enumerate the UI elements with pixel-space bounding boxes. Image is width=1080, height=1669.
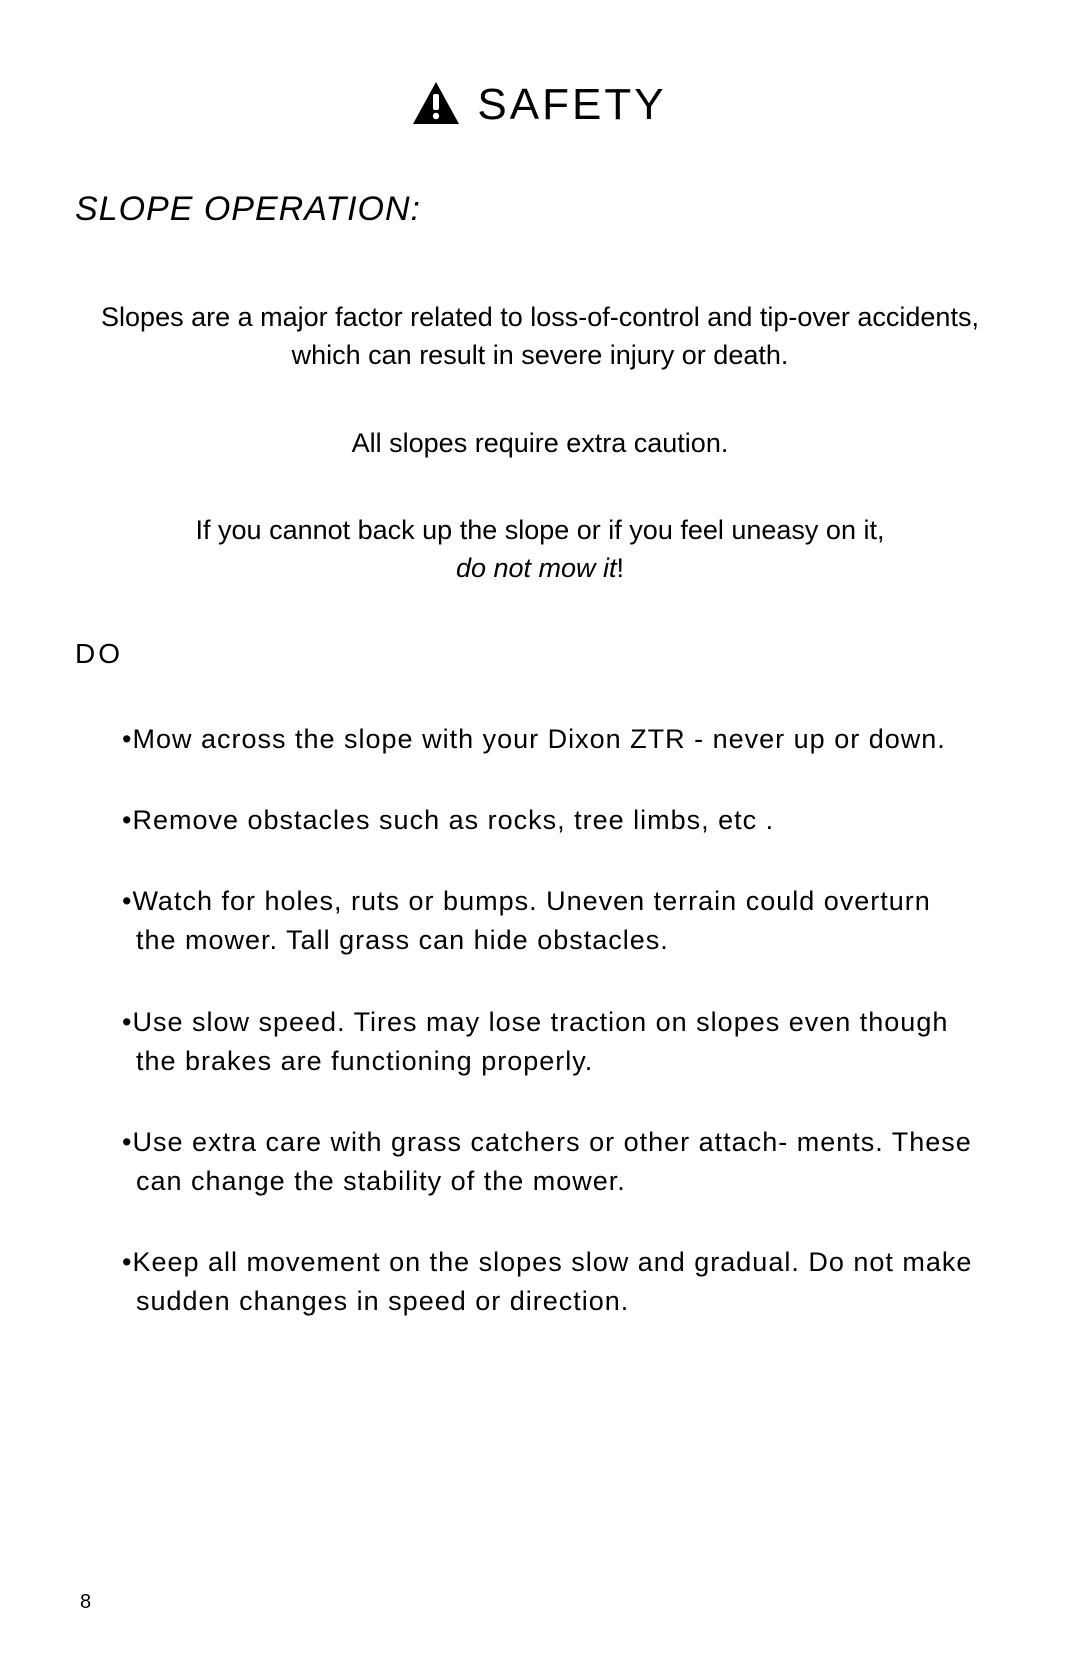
do-heading: DO [75, 638, 1005, 670]
list-item: •Use extra care with grass catchers or o… [110, 1123, 975, 1201]
do-list: •Mow across the slope with your Dixon ZT… [75, 720, 1005, 1321]
section-title: SLOPE OPERATION: [75, 190, 1005, 229]
intro-paragraph-2: All slopes require extra caution. [75, 425, 1005, 463]
intro-paragraph-1: Slopes are a major factor related to los… [75, 299, 1005, 375]
list-item: •Watch for holes, ruts or bumps. Uneven … [110, 882, 975, 960]
warning-triangle-icon [413, 82, 459, 129]
list-item: •Mow across the slope with your Dixon ZT… [110, 720, 975, 759]
intro-p3-line1: If you cannot back up the slope or if yo… [196, 515, 885, 545]
header-title: SAFETY [477, 80, 666, 130]
list-item: •Use slow speed. Tires may lose traction… [110, 1003, 975, 1081]
page-number: 8 [80, 1591, 91, 1614]
intro-block: Slopes are a major factor related to los… [75, 299, 1005, 588]
intro-p3-emphasis: do not mow it [456, 553, 617, 583]
intro-paragraph-3: If you cannot back up the slope or if yo… [75, 512, 1005, 588]
intro-p3-tail: ! [617, 553, 625, 583]
header-inner: SAFETY [413, 80, 666, 130]
list-item: •Keep all movement on the slopes slow an… [110, 1243, 975, 1321]
page-header: SAFETY [75, 80, 1005, 130]
list-item: •Remove obstacles such as rocks, tree li… [110, 801, 975, 840]
